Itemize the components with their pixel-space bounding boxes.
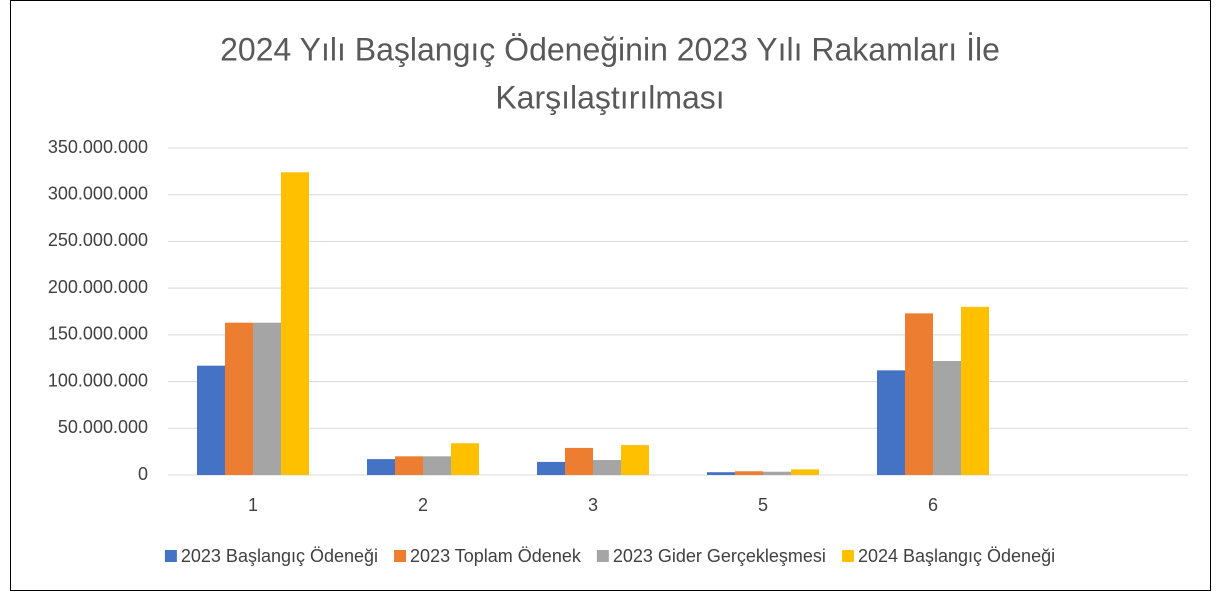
bar: [621, 445, 649, 475]
chart-title: Karşılaştırılması: [495, 79, 724, 115]
bar: [225, 322, 253, 475]
y-tick-label: 350.000.000: [48, 137, 148, 157]
bar: [537, 461, 565, 475]
bar: [281, 172, 309, 475]
y-tick-label: 50.000.000: [58, 417, 148, 437]
bar: [877, 370, 905, 475]
chart-frame: [10, 0, 1211, 591]
y-tick-label: 150.000.000: [48, 324, 148, 344]
legend-label: 2023 Başlangıç Ödeneği: [181, 546, 378, 566]
bar: [593, 460, 621, 475]
bar: [905, 313, 933, 475]
y-tick-label: 0: [138, 464, 148, 484]
y-tick-label: 300.000.000: [48, 183, 148, 203]
x-tick-label: 2: [418, 495, 428, 515]
bar: [565, 447, 593, 475]
y-tick-label: 250.000.000: [48, 230, 148, 250]
bar: [367, 459, 395, 475]
x-tick-label: 1: [248, 495, 258, 515]
chart-title: 2024 Yılı Başlangıç Ödeneğinin 2023 Yılı…: [220, 31, 1000, 67]
bar: [253, 322, 281, 475]
x-tick-label: 6: [928, 495, 938, 515]
bar: [961, 306, 989, 475]
legend-swatch: [841, 550, 854, 562]
bar: [423, 456, 451, 475]
bar: [395, 456, 423, 475]
bar: [735, 471, 763, 475]
legend-swatch: [596, 550, 609, 562]
bar: [791, 469, 819, 475]
y-tick-label: 200.000.000: [48, 277, 148, 297]
legend-label: 2023 Gider Gerçekleşmesi: [613, 546, 826, 566]
x-tick-label: 5: [758, 495, 768, 515]
y-tick-label: 100.000.000: [48, 370, 148, 390]
bar: [451, 443, 479, 475]
legend-label: 2023 Toplam Ödenek: [410, 546, 582, 566]
bar: [763, 471, 791, 475]
bar: [933, 361, 961, 475]
legend-swatch: [164, 550, 177, 562]
bar: [707, 472, 735, 475]
legend-label: 2024 Başlangıç Ödeneği: [858, 546, 1055, 566]
legend-swatch: [394, 550, 407, 562]
x-tick-label: 3: [588, 495, 598, 515]
bar: [197, 365, 225, 475]
